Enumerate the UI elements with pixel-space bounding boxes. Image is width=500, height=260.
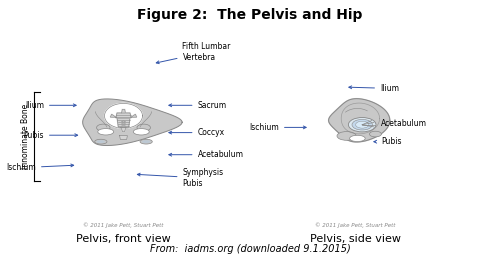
Text: Ischium: Ischium [249, 123, 306, 132]
Text: Pelvis, front view: Pelvis, front view [76, 234, 171, 244]
Polygon shape [117, 118, 130, 127]
Polygon shape [116, 113, 131, 118]
Polygon shape [328, 99, 390, 142]
Circle shape [356, 121, 369, 128]
Ellipse shape [96, 140, 105, 143]
Ellipse shape [350, 135, 365, 141]
Ellipse shape [134, 129, 149, 135]
Ellipse shape [94, 139, 107, 144]
Text: Sacrum: Sacrum [169, 101, 226, 110]
Ellipse shape [122, 121, 126, 122]
Ellipse shape [337, 132, 356, 140]
Text: From:  iadms.org (downloaded 9.1.2015): From: iadms.org (downloaded 9.1.2015) [150, 244, 350, 253]
Circle shape [137, 124, 150, 131]
Ellipse shape [122, 126, 126, 127]
Text: © 2011 Jake Pett, Stuart Pett: © 2011 Jake Pett, Stuart Pett [84, 222, 164, 228]
Polygon shape [110, 114, 116, 117]
Ellipse shape [122, 123, 126, 124]
Ellipse shape [140, 139, 152, 144]
Circle shape [96, 124, 110, 131]
Polygon shape [121, 127, 126, 132]
Text: Ilium: Ilium [25, 101, 76, 110]
Text: Pubis: Pubis [24, 131, 78, 140]
Text: Innominate Bone: Innominate Bone [20, 104, 30, 169]
Circle shape [348, 118, 376, 132]
Ellipse shape [98, 129, 114, 135]
Text: Symphysis
Pubis: Symphysis Pubis [138, 168, 224, 188]
Text: Acetabulum: Acetabulum [372, 119, 427, 128]
Text: © 2011 Jake Pett, Stuart Pett: © 2011 Jake Pett, Stuart Pett [315, 222, 395, 228]
Polygon shape [104, 103, 142, 128]
Ellipse shape [370, 131, 382, 137]
Text: Figure 2:  The Pelvis and Hip: Figure 2: The Pelvis and Hip [138, 8, 362, 22]
Text: Fifth Lumbar
Vertebra: Fifth Lumbar Vertebra [156, 42, 231, 64]
Text: Ilium: Ilium [349, 84, 399, 93]
Circle shape [352, 119, 372, 130]
Text: Ischium: Ischium [6, 163, 73, 172]
Ellipse shape [142, 140, 150, 143]
Text: Coccyx: Coccyx [169, 128, 224, 137]
Polygon shape [82, 99, 182, 146]
Polygon shape [131, 114, 136, 117]
Polygon shape [122, 109, 126, 113]
Text: Acetabulum: Acetabulum [169, 150, 244, 159]
Text: Pubis: Pubis [374, 137, 402, 146]
Polygon shape [120, 136, 128, 139]
Text: Pelvis, side view: Pelvis, side view [310, 234, 400, 244]
